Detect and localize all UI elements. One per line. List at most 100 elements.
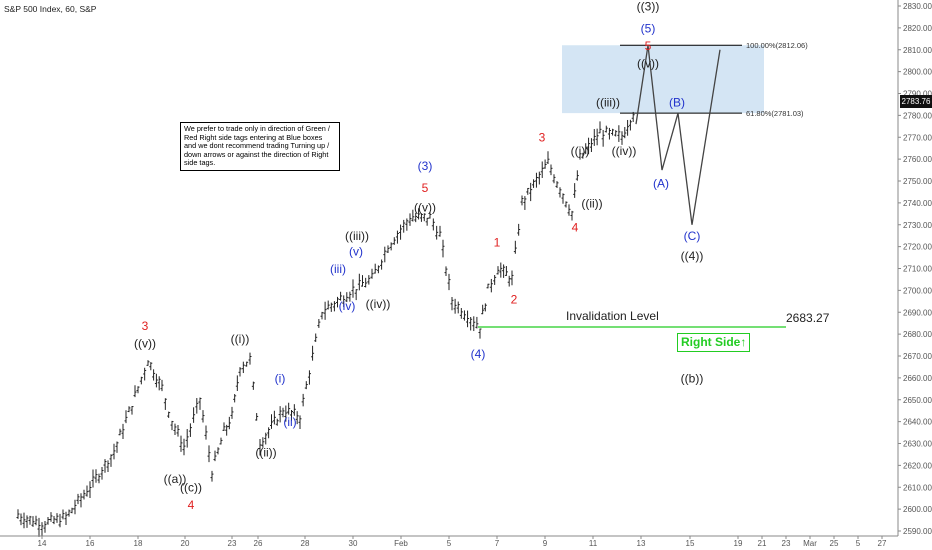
x-tick-label: 27 [878, 539, 887, 548]
wave-label: 5 [645, 39, 652, 53]
x-tick-label: 14 [38, 539, 47, 548]
wave-labels-layer: 3 ((v)) ((b)) ((a))((c)) 4 ((i)) ((ii)) (i) (ii)… [134, 0, 703, 512]
projection-layer [635, 45, 721, 225]
wave-label: (4) [471, 347, 486, 361]
y-tick-label: 2810.00 [903, 46, 932, 55]
y-tick-label: 2600.00 [903, 505, 932, 514]
x-tick-label: 30 [349, 539, 358, 548]
x-tick-label: Feb [394, 539, 408, 548]
wave-label: (ii) [283, 415, 296, 429]
wave-label: 1 [494, 236, 501, 250]
y-tick-label: 2740.00 [903, 199, 932, 208]
y-tick-label: 2630.00 [903, 440, 932, 449]
x-tick-label: 28 [301, 539, 310, 548]
wave-label: (i) [275, 371, 286, 385]
wave-label: ((iv)) [612, 144, 637, 158]
y-tick-label: 2620.00 [903, 461, 932, 470]
trading-note: We prefer to trade only in direction of … [180, 122, 340, 171]
wave-label: ((i)) [231, 332, 250, 346]
x-tick-label: 19 [734, 539, 743, 548]
y-tick-label: 2730.00 [903, 221, 932, 230]
wave-label: ((4)) [681, 249, 704, 263]
wave-label: ((c)) [180, 481, 202, 495]
y-tick-label: 2690.00 [903, 308, 932, 317]
wave-label: (C) [684, 229, 701, 243]
wave-label: 4 [188, 498, 195, 512]
chart-header-title: S&P 500 Index, 60, S&P [4, 4, 97, 14]
y-tick-label: 2650.00 [903, 396, 932, 405]
wave-label: ((v)) [637, 56, 659, 70]
x-tick-label: 26 [254, 539, 263, 548]
wave-label: 5 [422, 181, 429, 195]
wave-label: (v) [349, 244, 363, 258]
y-tick-label: 2780.00 [903, 111, 932, 120]
x-tick-label: 9 [543, 539, 548, 548]
x-tick-label: Mar [803, 539, 817, 548]
x-tick-label: 16 [86, 539, 95, 548]
wave-label: ((iv)) [366, 297, 391, 311]
wave-label: (A) [653, 177, 669, 191]
wave-label: ((iii)) [345, 229, 369, 243]
wave-label: 3 [539, 131, 546, 145]
x-tick-label: 23 [228, 539, 237, 548]
right-side-tag-label: Right Side [681, 335, 741, 349]
fib-level-label: 61.80%(2781.03) [746, 109, 804, 118]
y-tick-label: 2720.00 [903, 243, 932, 252]
x-tick-label: 21 [758, 539, 767, 548]
y-tick-label: 2820.00 [903, 24, 932, 33]
y-tick-label: 2770.00 [903, 133, 932, 142]
y-tick-label: 2660.00 [903, 374, 932, 383]
y-tick-label: 2670.00 [903, 352, 932, 361]
y-tick-label: 2760.00 [903, 155, 932, 164]
y-tick-label: 2750.00 [903, 177, 932, 186]
wave-label: ((ii)) [581, 196, 602, 210]
wave-label: ((ii)) [255, 446, 276, 460]
blue-box-layer [562, 45, 764, 114]
wave-label: ((3)) [637, 0, 660, 13]
invalidation-price: 2683.27 [786, 311, 830, 325]
wave-label: (5) [641, 21, 656, 35]
current-price-badge: 2783.76 [900, 95, 932, 108]
wave-label: ((b)) [681, 371, 704, 385]
wave-label: ((i)) [571, 144, 590, 158]
wave-label: ((v)) [414, 201, 436, 215]
x-tick-label: 5 [856, 539, 861, 548]
x-tick-label: 7 [495, 539, 500, 548]
wave-label: (iii) [330, 262, 346, 276]
wave-label: (B) [669, 96, 685, 110]
x-tick-label: 5 [447, 539, 452, 548]
wave-label: (3) [418, 159, 433, 173]
y-tick-label: 2800.00 [903, 68, 932, 77]
price-bars-layer [16, 111, 635, 538]
blue-box [562, 45, 764, 114]
x-tick-label: 15 [686, 539, 695, 548]
x-tick-label: 25 [830, 539, 839, 548]
projection-path [635, 45, 721, 225]
x-tick-label: 13 [637, 539, 646, 548]
x-tick-label: 11 [589, 539, 598, 548]
wave-label: ((a)) [164, 472, 187, 486]
y-tick-label: 2610.00 [903, 483, 932, 492]
y-tick-label: 2590.00 [903, 527, 932, 536]
wave-label: 4 [572, 220, 579, 234]
right-side-tag: Right Side↑ [677, 333, 751, 352]
x-tick-label: 20 [181, 539, 190, 548]
x-tick-label: 23 [782, 539, 791, 548]
up-arrow-icon: ↑ [740, 335, 747, 349]
wave-label: 2 [511, 293, 518, 307]
fib-level-label: 100.00%(2812.06) [746, 41, 808, 50]
y-tick-label: 2710.00 [903, 265, 932, 274]
wave-label: ((iii)) [596, 96, 620, 110]
invalidation-label: Invalidation Level [566, 309, 659, 323]
y-tick-label: 2700.00 [903, 286, 932, 295]
y-tick-label: 2790.00 [903, 90, 932, 99]
wave-label: (iv) [339, 299, 356, 313]
y-tick-label: 2640.00 [903, 418, 932, 427]
y-tick-label: 2830.00 [903, 2, 932, 11]
wave-label: ((v)) [134, 336, 156, 350]
y-tick-label: 2680.00 [903, 330, 932, 339]
wave-label: 3 [142, 319, 149, 333]
